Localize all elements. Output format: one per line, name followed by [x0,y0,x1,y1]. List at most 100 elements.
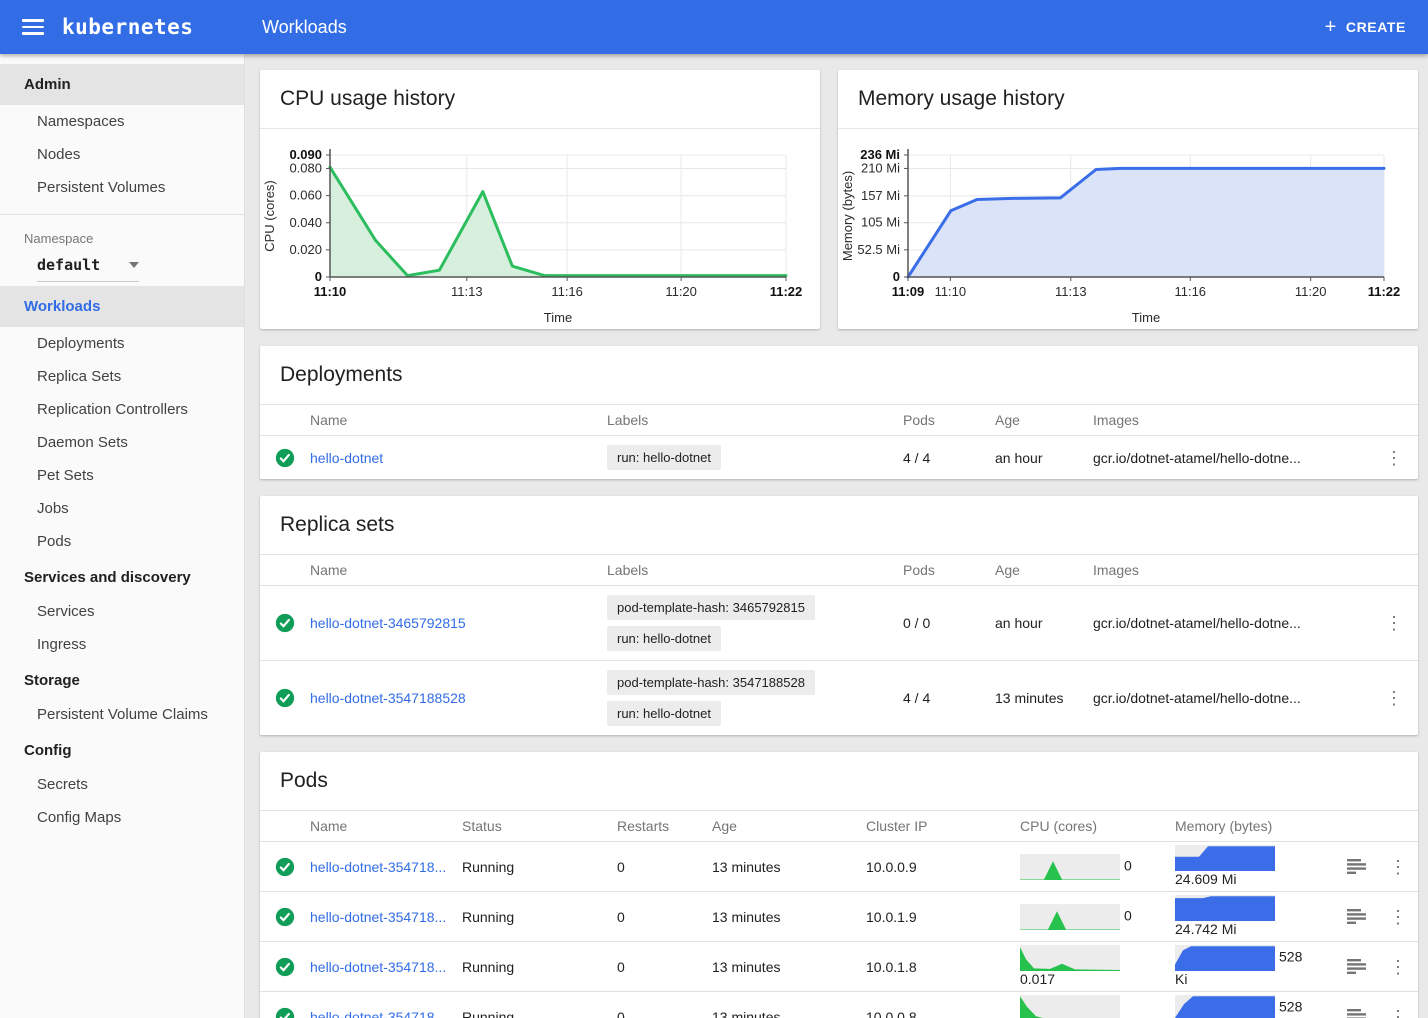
pod-link[interactable]: hello-dotnet-354718... [310,908,447,925]
memory-sparkline [1175,994,1275,1018]
cpu-value: 0 [1124,857,1132,874]
age: 13 minutes [995,690,1064,706]
svg-text:11:20: 11:20 [1295,284,1327,299]
cpu-sparkline [1020,903,1120,930]
sidebar-item-deployments[interactable]: Deployments [37,335,125,352]
replica-sets-card: Replica sets Name Labels Pods Age Images… [260,496,1418,735]
pod-link[interactable]: hello-dotnet-354718... [310,1008,447,1018]
table-row: hello-dotnet-354718... Running 0 13 minu… [260,941,1418,991]
cpu-sparkline [1020,994,1120,1018]
page-title: Workloads [262,16,347,37]
logs-icon[interactable] [1334,959,1378,974]
label-chip: pod-template-hash: 3547188528 [607,670,815,695]
create-button[interactable]: + CREATE [1324,16,1406,38]
sidebar-item-ingress[interactable]: Ingress [37,636,87,653]
sidebar-item-daemon-sets[interactable]: Daemon Sets [37,434,128,451]
age: an hour [995,615,1043,631]
svg-text:11:10: 11:10 [935,284,967,299]
row-menu-icon[interactable]: ⋮ [1385,688,1403,708]
sidebar-item-replica-sets[interactable]: Replica Sets [37,368,122,385]
row-menu-icon[interactable]: ⋮ [1385,613,1403,633]
plus-icon: + [1324,16,1337,38]
svg-text:157 Mi: 157 Mi [861,188,900,203]
replica-set-link[interactable]: hello-dotnet-3547188528 [310,690,466,706]
memory-value: 24.742 Mi [1175,920,1237,937]
app-logo[interactable]: kubernetes [62,15,194,39]
sidebar-header-config[interactable]: Config [24,742,72,759]
sidebar-item-secrets[interactable]: Secrets [37,776,88,793]
sidebar-item-config-maps[interactable]: Config Maps [37,809,122,826]
sidebar-item-nodes[interactable]: Nodes [37,146,81,163]
logs-icon[interactable] [1334,1009,1378,1018]
pods-header: Name Status Restarts Age Cluster IP CPU … [260,810,1418,841]
cpu-chart-title: CPU usage history [260,70,820,129]
sidebar-header-storage[interactable]: Storage [24,672,80,689]
cpu-value: 0 [1124,907,1132,924]
svg-text:0.060: 0.060 [289,188,322,203]
status-ok-icon [260,688,310,708]
memory-sparkline [1175,844,1275,871]
sidebar-item-admin[interactable]: Admin [0,64,244,105]
svg-text:CPU (cores): CPU (cores) [262,180,277,252]
sidebar-item-namespaces[interactable]: Namespaces [37,113,125,130]
row-menu-icon[interactable]: ⋮ [1389,1006,1407,1018]
deployments-header: Name Labels Pods Age Images [260,404,1418,435]
memory-value: 528 Ki [1279,998,1303,1015]
pod-age: 13 minutes [712,958,781,975]
status-ok-icon [260,613,310,633]
deployment-link[interactable]: hello-dotnet [310,449,384,466]
sidebar-item-pods[interactable]: Pods [37,533,72,550]
sidebar-header-services-discovery[interactable]: Services and discovery [24,569,191,586]
sidebar-item-jobs[interactable]: Jobs [37,500,69,517]
logs-icon[interactable] [1334,859,1378,874]
pod-status: Running [462,858,515,875]
svg-text:11:16: 11:16 [551,284,583,299]
menu-icon[interactable] [22,15,44,39]
svg-text:52.5 Mi: 52.5 Mi [857,242,900,257]
row-menu-icon[interactable]: ⋮ [1389,856,1407,877]
sidebar-item-replication-controllers[interactable]: Replication Controllers [37,401,188,418]
pod-status: Running [462,1008,515,1018]
pod-link[interactable]: hello-dotnet-354718... [310,858,447,875]
pods-count: 4 / 4 [903,449,931,466]
cpu-sparkline-cell: 0 [1020,853,1148,880]
replica-sets-title: Replica sets [280,513,395,536]
svg-text:11:09: 11:09 [892,284,925,299]
svg-text:Memory (bytes): Memory (bytes) [840,171,855,261]
row-menu-icon[interactable]: ⋮ [1385,447,1403,468]
memory-sparkline-cell: 528 Ki [1175,944,1313,989]
pod-restarts: 0 [617,858,625,875]
replica-set-link[interactable]: hello-dotnet-3465792815 [310,615,466,631]
pod-link[interactable]: hello-dotnet-354718... [310,958,447,975]
status-ok-icon [260,1007,310,1018]
sidebar-item-persistent-volume-claims[interactable]: Persistent Volume Claims [37,706,208,723]
namespace-selector[interactable]: default [37,256,139,282]
svg-text:11:22: 11:22 [1368,284,1401,299]
sidebar-item-persistent-volumes[interactable]: Persistent Volumes [37,179,166,196]
pod-age: 13 minutes [712,858,781,875]
row-menu-icon[interactable]: ⋮ [1389,906,1407,927]
sidebar-item-pet-sets[interactable]: Pet Sets [37,467,94,484]
sidebar: Admin Namespaces Nodes Persistent Volume… [0,54,245,1018]
memory-sparkline [1175,894,1275,921]
cpu-sparkline-cell: 0.017 [1020,944,1148,989]
label-chip: pod-template-hash: 3465792815 [607,595,815,620]
svg-text:11:20: 11:20 [665,284,697,299]
sidebar-item-services[interactable]: Services [37,603,95,620]
sidebar-item-workloads[interactable]: Workloads [0,286,244,327]
age: an hour [995,449,1043,466]
images: gcr.io/dotnet-atamel/hello-dotne... [1093,690,1301,706]
pods-card: Pods Name Status Restarts Age Cluster IP… [260,752,1418,1018]
chevron-down-icon [129,262,139,268]
cpu-usage-card: CPU usage history 0 0.020 0.040 0.060 0.080 0… [260,70,820,329]
deployments-card: Deployments Name Labels Pods Age Images … [260,346,1418,479]
svg-text:236 Mi: 236 Mi [860,147,900,162]
row-menu-icon[interactable]: ⋮ [1389,956,1407,977]
pod-restarts: 0 [617,958,625,975]
memory-sparkline-cell: 24.609 Mi [1175,844,1313,889]
svg-text:11:16: 11:16 [1174,284,1206,299]
label-chip: run: hello-dotnet [607,701,721,726]
pod-cluster-ip: 10.0.1.9 [866,908,917,925]
table-row: hello-dotnet-354718... Running 0 13 minu… [260,841,1418,891]
logs-icon[interactable] [1334,909,1378,924]
